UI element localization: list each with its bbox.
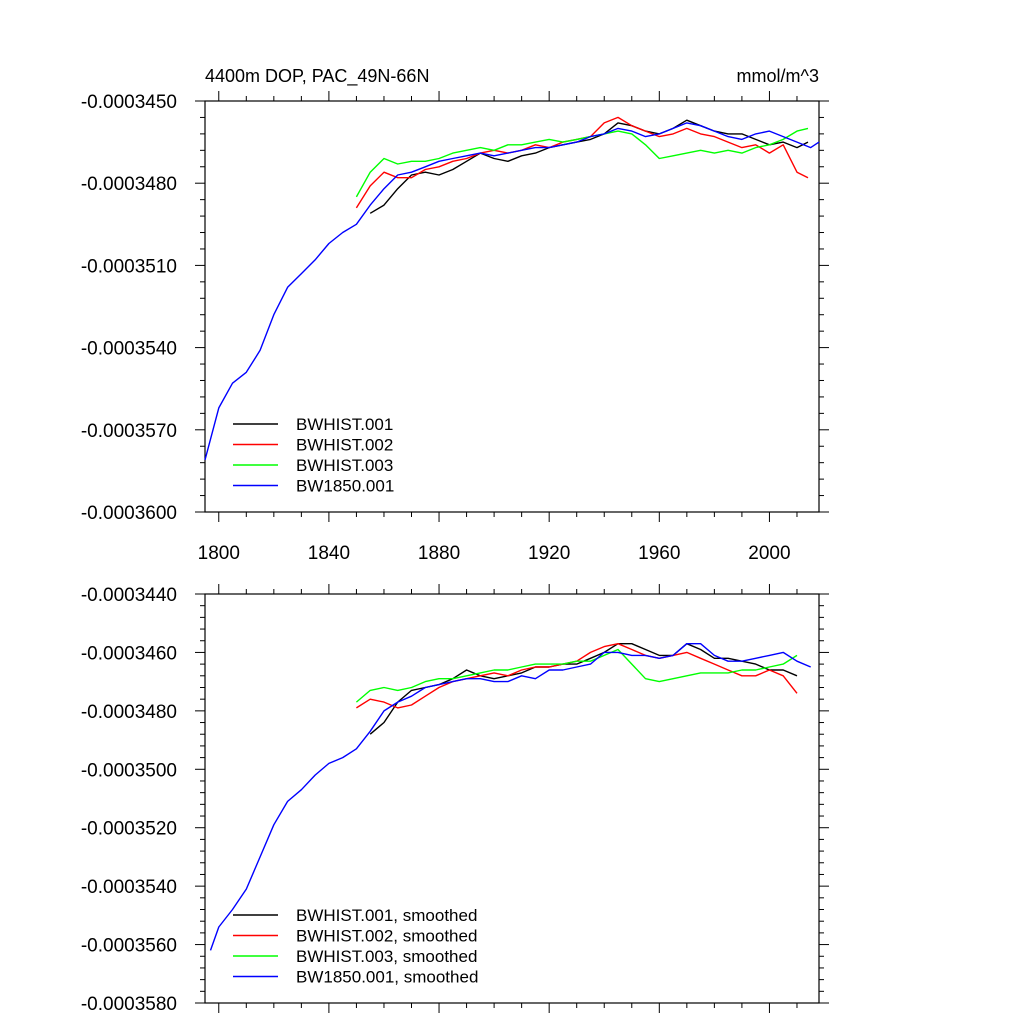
y-tick-label: -0.0003600 [81,503,177,524]
series-line-bw1850-001 [204,122,820,461]
y-tick-label: -0.0003480 [81,174,177,195]
legend-label: BW1850.001, smoothed [296,968,478,987]
series-line-bwhist-001 [369,119,809,214]
y-tick-label: -0.0003510 [81,256,177,277]
x-tick-label: 2000 [748,543,790,564]
units-label: mmol/m^3 [737,66,819,86]
y-tick-label: -0.0003560 [81,936,177,957]
y-tick-label: -0.0003540 [81,877,177,898]
chart-title: 4400m DOP, PAC_49N-66N [205,66,429,87]
plot-frame [204,100,820,513]
series-line-bwhist-003 [355,127,809,198]
y-tick-label: -0.0003500 [81,760,177,781]
x-tick-label: 1800 [198,543,240,564]
legend-label: BWHIST.001 [296,415,393,434]
y-tick-label: -0.0003540 [81,339,177,360]
y-tick-label: -0.0003480 [81,702,177,723]
x-tick-label: 1880 [418,543,460,564]
y-tick-label: -0.0003520 [81,819,177,840]
legend-label: BWHIST.001, smoothed [296,906,477,925]
legend-label: BW1850.001 [296,477,394,496]
legend-label: BWHIST.002 [296,436,393,455]
chart-panel-2: -0.0003440 -0.0003460 -0.0003480 -0.0003500… [81,584,829,1015]
legend: BWHIST.001, smoothed BWHIST.002, smoothed… [233,906,478,987]
y-tick-label: -0.0003580 [81,994,177,1015]
legend-label: BWHIST.003, smoothed [296,947,477,966]
y-tick-label: -0.0003570 [81,421,177,442]
series-line-bwhist-002 [355,116,809,209]
x-tick-label: 1960 [638,543,680,564]
y-tick-label: -0.0003460 [81,643,177,664]
series-line-bw1850-001-smoothed [209,643,811,951]
chart-panel-1: 1800 1840 1880 1920 1960 2000 -0.0003450 -0.000… [81,66,829,564]
series-line-bwhist-003-smoothed [355,648,798,703]
x-tick-label: 1840 [308,543,350,564]
series-line-bwhist-002-smoothed [356,643,798,709]
plot-frame [204,593,820,1004]
y-tick-label: -0.0003450 [81,92,177,113]
legend-label: BWHIST.002, smoothed [296,927,477,946]
legend-label: BWHIST.003 [296,456,393,475]
x-tick-label: 1920 [528,543,570,564]
y-tick-label: -0.0003440 [81,585,177,606]
